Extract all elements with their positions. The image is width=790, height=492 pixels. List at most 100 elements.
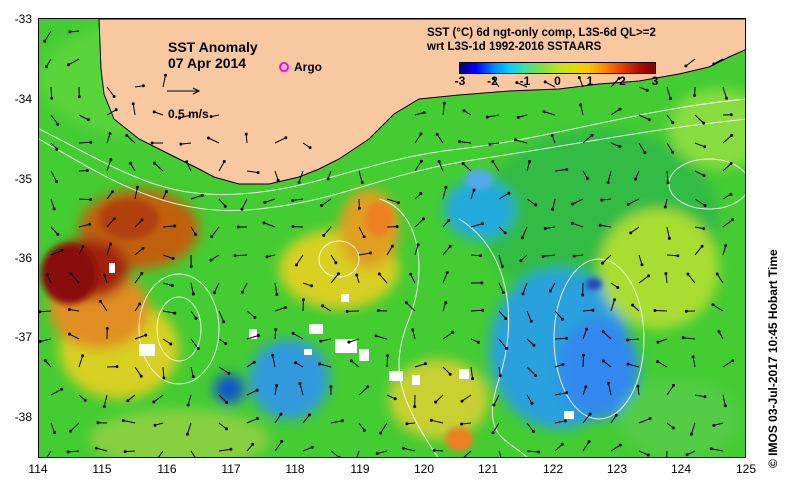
velocity-arrow-head (618, 145, 622, 149)
velocity-arrow-head (647, 118, 651, 122)
velocity-arrow (463, 450, 472, 457)
velocity-arrow (213, 282, 220, 294)
velocity-arrow-head (577, 76, 581, 80)
velocity-arrow (39, 338, 52, 342)
velocity-arrow-head (693, 94, 697, 97)
velocity-arrow-head (444, 301, 448, 305)
velocity-arrow-head (256, 171, 260, 175)
velocity-arrow (69, 333, 80, 340)
velocity-arrow-head (717, 330, 721, 334)
velocity-arrow-head (664, 272, 668, 276)
velocity-arrow (190, 194, 203, 200)
velocity-arrow-head (530, 401, 534, 405)
velocity-arrow-head (684, 309, 688, 313)
velocity-arrow (602, 360, 612, 368)
velocity-arrow (50, 422, 56, 433)
velocity-arrow (186, 422, 192, 435)
velocity-arrow-head (256, 334, 260, 337)
velocity-arrow-head (672, 383, 676, 387)
velocity-arrow (461, 422, 472, 425)
velocity-arrow (68, 58, 80, 66)
velocity-arrow-head (374, 334, 378, 338)
velocity-arrow-head (413, 405, 417, 409)
velocity-arrow (526, 422, 534, 432)
velocity-arrow-head (542, 110, 546, 114)
velocity-arrow-head (513, 138, 517, 142)
velocity-arrow-head (461, 162, 465, 165)
velocity-arrow-head (498, 374, 502, 378)
velocity-arrow-head (56, 122, 60, 126)
velocity-arrow (186, 161, 192, 172)
velocity-arrow-head (83, 398, 87, 402)
velocity-arrow (46, 450, 52, 457)
lon-tick: 125 (735, 462, 757, 476)
velocity-arrow (78, 246, 84, 256)
map-panel: SST Anomaly 07 Apr 2014 Argo 0.5 m/s SST… (38, 18, 746, 458)
velocity-arrow (638, 450, 649, 456)
velocity-arrow-head (507, 191, 511, 195)
velocity-arrow-head (291, 225, 295, 229)
velocity-arrow-head (52, 207, 56, 211)
velocity-arrow-head (520, 236, 524, 240)
velocity-arrow-head (668, 97, 672, 100)
velocity-arrow (241, 282, 248, 293)
velocity-arrow-head (629, 231, 633, 235)
velocity-arrow-head (529, 319, 533, 323)
velocity-arrow (386, 355, 389, 368)
velocity-arrow-head (409, 272, 413, 276)
velocity-arrow-head (448, 372, 452, 376)
velocity-arrow (610, 142, 621, 148)
velocity-arrow (134, 334, 146, 340)
velocity-arrow-head (405, 422, 409, 426)
velocity-arrow (518, 114, 528, 118)
velocity-arrow-head (585, 176, 589, 180)
velocity-arrow (162, 366, 165, 379)
velocity-arrow (319, 363, 332, 368)
velocity-arrow-head (531, 430, 535, 433)
velocity-arrow-head (141, 84, 145, 88)
velocity-arrow-head (709, 447, 713, 451)
velocity-arrow-head (656, 340, 660, 344)
velocity-arrow (442, 245, 451, 256)
velocity-arrow-head (686, 272, 690, 276)
velocity-arrow-head (69, 429, 73, 433)
velocity-arrow (274, 170, 279, 181)
velocity-arrow-head (255, 388, 259, 392)
velocity-arrow-head (565, 391, 569, 395)
velocity-arrow-head (434, 400, 438, 404)
velocity-arrow-head (209, 258, 213, 262)
velocity-arrow (187, 394, 192, 406)
velocity-arrow-head (94, 446, 98, 450)
velocity-arrow (412, 329, 416, 340)
velocity-arrow (302, 446, 313, 452)
velocity-arrow-head (105, 327, 109, 330)
velocity-arrow (180, 142, 192, 145)
velocity-arrow-head (671, 426, 675, 430)
velocity-arrow-head (368, 251, 372, 255)
velocity-arrow-head (326, 177, 330, 181)
velocity-arrow-head (730, 133, 734, 137)
velocity-arrow-head (504, 346, 508, 350)
velocity-arrow (162, 254, 174, 259)
velocity-arrow (666, 142, 674, 153)
velocity-arrow (78, 198, 91, 201)
velocity-arrow (722, 135, 733, 144)
velocity-arrow (722, 219, 733, 228)
velocity-arrow (442, 187, 447, 200)
lon-tick: 115 (92, 462, 112, 476)
velocity-arrow-head (534, 373, 537, 377)
velocity-arrow (414, 244, 419, 256)
velocity-arrow (330, 450, 340, 457)
velocity-arrow-head (233, 254, 237, 258)
velocity-arrow-head (395, 225, 399, 229)
velocity-arrow (158, 450, 164, 457)
velocity-arrow (378, 273, 388, 284)
velocity-arrow (666, 226, 670, 239)
velocity-arrow (106, 86, 115, 97)
velocity-arrow (106, 159, 112, 172)
velocity-arrow (386, 198, 399, 204)
velocity-arrow-head (585, 327, 589, 331)
current-contours (39, 98, 745, 457)
velocity-arrow-head (236, 225, 240, 229)
velocity-arrow-head (561, 362, 565, 366)
